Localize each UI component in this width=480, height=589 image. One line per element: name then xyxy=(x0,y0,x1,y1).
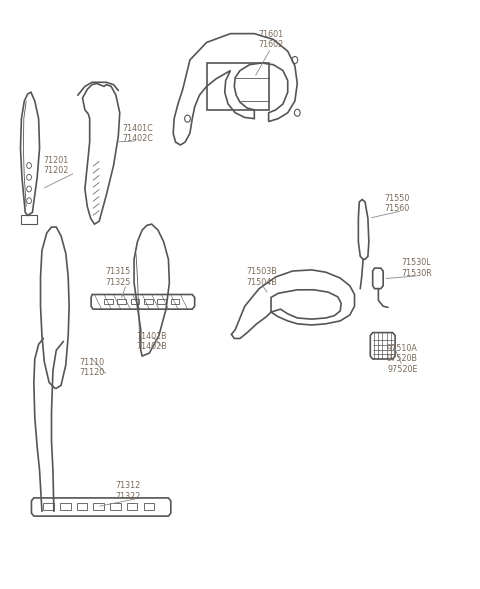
Text: 71315
71325: 71315 71325 xyxy=(106,267,131,287)
Text: 71503B
71504B: 71503B 71504B xyxy=(246,267,277,287)
Text: 97510A
97520B
97520E: 97510A 97520B 97520E xyxy=(387,344,418,374)
Text: 71550
71560: 71550 71560 xyxy=(385,194,410,213)
Text: 71601
71602: 71601 71602 xyxy=(258,30,284,49)
Text: 71401B
71402B: 71401B 71402B xyxy=(136,332,167,351)
Text: 71201
71202: 71201 71202 xyxy=(44,156,69,176)
Text: 71530L
71530R: 71530L 71530R xyxy=(401,259,432,278)
Text: 71110
71120: 71110 71120 xyxy=(79,358,105,378)
Text: 71401C
71402C: 71401C 71402C xyxy=(122,124,153,143)
Text: 71312
71322: 71312 71322 xyxy=(115,481,141,501)
